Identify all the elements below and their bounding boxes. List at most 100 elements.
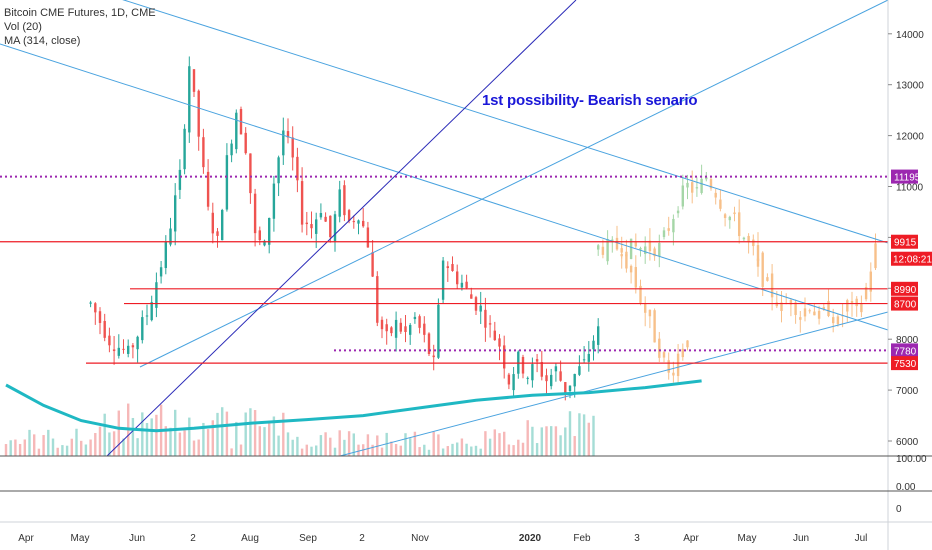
trend-lines[interactable] bbox=[0, 0, 889, 457]
candle bbox=[169, 228, 172, 245]
projection-candle bbox=[625, 251, 628, 269]
pane-scale-label: 100.00 bbox=[896, 454, 927, 465]
projection-candle bbox=[794, 302, 797, 315]
candle bbox=[277, 157, 280, 184]
volume-bar bbox=[37, 448, 41, 456]
volume-bar bbox=[329, 437, 332, 456]
volume-bar bbox=[582, 414, 586, 456]
candle bbox=[559, 371, 562, 381]
volume-bar bbox=[216, 412, 219, 456]
candle bbox=[150, 302, 153, 321]
volume-bar bbox=[357, 444, 360, 456]
volume-bar bbox=[84, 444, 88, 456]
price-tag-bg bbox=[891, 281, 918, 296]
volume-bar bbox=[305, 444, 308, 456]
projection-candle bbox=[695, 187, 699, 189]
projection-candle bbox=[813, 311, 816, 316]
volume-bar bbox=[197, 439, 200, 456]
candle bbox=[315, 219, 318, 234]
volume-bar bbox=[526, 420, 529, 456]
descending-trendline-upper bbox=[122, 0, 889, 244]
volume-bar bbox=[347, 431, 351, 456]
candle bbox=[98, 311, 102, 323]
volume-bar bbox=[174, 409, 177, 456]
projection-candle bbox=[648, 240, 652, 252]
price-tag-7780: 7780 bbox=[891, 343, 918, 358]
candle bbox=[305, 222, 308, 225]
candle bbox=[540, 362, 543, 377]
volume-bar bbox=[47, 429, 50, 456]
projection-candle bbox=[747, 235, 750, 243]
candle bbox=[131, 345, 135, 348]
projection-candle bbox=[780, 302, 783, 311]
volume-bar bbox=[550, 426, 553, 456]
candle bbox=[211, 212, 214, 234]
volume-bar bbox=[155, 414, 158, 456]
legend-volume: Vol (20) bbox=[4, 21, 42, 33]
x-tick-label: 2 bbox=[190, 533, 196, 544]
projection-candle bbox=[869, 271, 872, 292]
candle bbox=[380, 319, 384, 330]
descending-trendline-lower bbox=[0, 43, 889, 331]
candle bbox=[526, 377, 529, 379]
candle bbox=[470, 294, 473, 299]
candle bbox=[399, 322, 402, 332]
volume-bar bbox=[343, 439, 346, 456]
candle bbox=[498, 338, 501, 347]
candle bbox=[112, 349, 116, 352]
y-tick-label: 7000 bbox=[896, 386, 919, 397]
volume-bar bbox=[404, 433, 407, 456]
candle bbox=[451, 264, 454, 271]
projection-candle bbox=[681, 348, 684, 358]
candle bbox=[136, 336, 139, 350]
candle bbox=[268, 217, 271, 245]
volume-bar bbox=[352, 433, 355, 456]
candle bbox=[587, 353, 590, 362]
y-tick-label: 8000 bbox=[896, 335, 919, 346]
projection-candle bbox=[738, 212, 741, 237]
candle bbox=[310, 224, 313, 229]
candle bbox=[479, 305, 482, 312]
volume-bar bbox=[338, 430, 341, 456]
volume-bar bbox=[202, 422, 205, 456]
candle bbox=[371, 252, 374, 277]
candle bbox=[338, 189, 341, 217]
volume-bar bbox=[28, 429, 31, 456]
x-tick-label: Apr bbox=[683, 533, 699, 544]
volume-bar bbox=[286, 432, 290, 456]
candle bbox=[258, 230, 261, 241]
price-tag-text: 7530 bbox=[894, 359, 917, 370]
projection-candle bbox=[874, 243, 877, 269]
candle bbox=[347, 210, 351, 221]
volume-bar bbox=[507, 444, 511, 456]
candle bbox=[446, 266, 449, 269]
projection-candle bbox=[644, 246, 647, 255]
projection-candle bbox=[756, 258, 760, 267]
candle bbox=[164, 241, 167, 269]
projection-candle bbox=[639, 285, 642, 303]
candle bbox=[206, 171, 210, 207]
volume-bar bbox=[56, 447, 59, 456]
projection-candle bbox=[667, 228, 670, 231]
volume-bar bbox=[108, 432, 111, 456]
volume-bar bbox=[192, 440, 196, 456]
candle bbox=[202, 137, 205, 168]
candle bbox=[432, 355, 435, 358]
projection-candle bbox=[644, 302, 647, 313]
candle bbox=[216, 231, 219, 236]
price-level-lines[interactable] bbox=[0, 175, 888, 364]
candle bbox=[174, 195, 177, 232]
volume-bar bbox=[112, 431, 116, 456]
price-tag-text: 9915 bbox=[894, 238, 917, 249]
candle bbox=[503, 345, 506, 369]
scenario-annotation: 1st possibility- Bearish senario bbox=[482, 92, 698, 109]
candle bbox=[197, 90, 200, 137]
volume-bar bbox=[540, 427, 543, 456]
ascending-channel-line bbox=[139, 0, 889, 368]
candle bbox=[409, 324, 412, 335]
candle bbox=[456, 271, 459, 285]
legend-moving-average: MA (314, close) bbox=[4, 35, 81, 47]
candle bbox=[535, 359, 539, 362]
volume-bar bbox=[474, 445, 478, 456]
